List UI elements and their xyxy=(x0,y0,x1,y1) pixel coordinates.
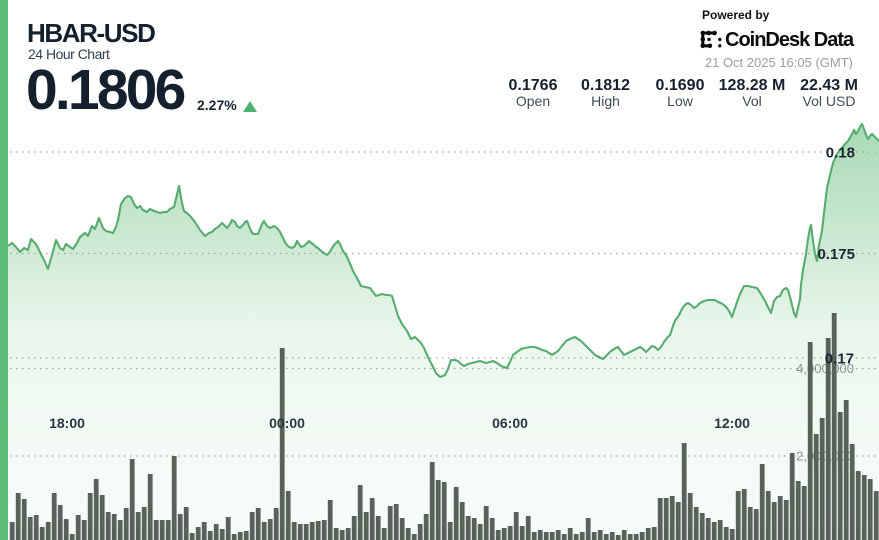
svg-text:00:00: 00:00 xyxy=(269,415,305,431)
svg-text:0.17: 0.17 xyxy=(825,351,854,368)
svg-text:12:00: 12:00 xyxy=(714,415,750,431)
svg-text:0.175: 0.175 xyxy=(817,246,855,263)
svg-text:06:00: 06:00 xyxy=(492,415,528,431)
svg-text:0.18: 0.18 xyxy=(826,145,855,162)
svg-text:18:00: 18:00 xyxy=(49,415,85,431)
